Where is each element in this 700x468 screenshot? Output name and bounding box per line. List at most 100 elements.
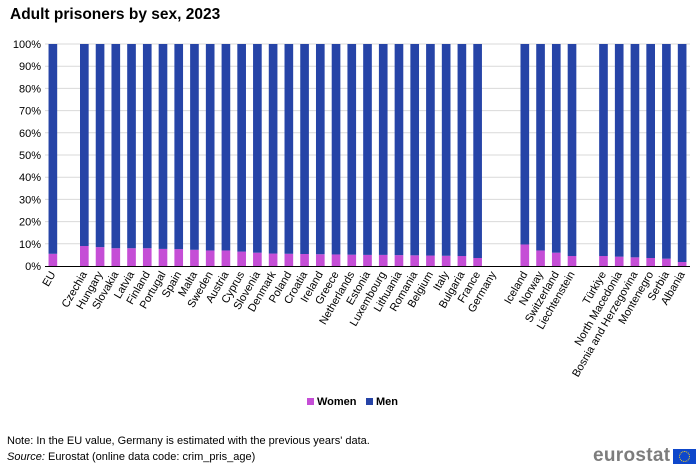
bar-men-ireland	[315, 44, 325, 255]
bar-women-liechtenstein	[567, 256, 577, 266]
bar-men-belgium	[426, 44, 435, 256]
bar-men-czechia	[80, 44, 89, 247]
chart-title: Adult prisoners by sex, 2023	[10, 6, 221, 23]
bar-men-italy	[441, 44, 451, 256]
bar-men-portugal	[158, 44, 168, 249]
bar-women-bulgaria	[457, 256, 467, 266]
bar-women-croatia	[300, 254, 309, 266]
bar-men-luxembourg	[378, 44, 388, 255]
bar-women-lithuania	[394, 255, 404, 266]
bar-men-north-macedonia	[614, 44, 624, 257]
y-tick-label: 30%	[19, 194, 41, 206]
bar-women-estonia	[363, 254, 372, 266]
bar-men-romania	[410, 44, 420, 256]
bar-women-france	[473, 258, 482, 266]
bar-women-greece	[331, 254, 341, 266]
bar-women-luxembourg	[378, 254, 388, 266]
bar-women-latvia	[127, 248, 136, 266]
bar-men-netherlands	[347, 44, 357, 255]
y-tick-label: 50%	[19, 150, 41, 162]
legend: Women Men	[307, 396, 398, 408]
bar-women-switzerland	[551, 252, 561, 266]
bar-women-italy	[441, 255, 451, 266]
bar-men-finland	[142, 44, 152, 249]
bar-men-lithuania	[394, 44, 404, 256]
bar-women-ireland	[315, 254, 325, 266]
bar-men-eu	[48, 44, 58, 254]
y-tick-label: 10%	[19, 239, 41, 251]
legend-label-men: Men	[376, 396, 398, 408]
bar-women-czechia	[80, 246, 89, 266]
bar-men-estonia	[363, 44, 372, 255]
bar-chart: 0% 10% 20% 30% 40% 50% 60% 70% 80% 90% 100% EU Czec…	[13, 39, 690, 408]
bar-women-montenegro	[646, 258, 655, 266]
bar-men-greece	[331, 44, 341, 255]
bar-men-sweden	[205, 44, 215, 251]
bars	[48, 44, 687, 266]
y-tick-label: 60%	[19, 128, 41, 140]
bar-women-iceland	[520, 244, 530, 266]
bar-women-portugal	[158, 248, 168, 266]
bar-men-slovenia	[253, 44, 262, 253]
bar-women-hungary	[95, 247, 105, 266]
bar-men-albania	[677, 44, 687, 263]
y-tick-label: 0%	[25, 261, 41, 273]
bar-women-eu	[48, 253, 58, 266]
y-tick-label: 100%	[13, 39, 41, 51]
y-tick-label: 90%	[19, 61, 41, 73]
source-text: Eurostat (online data code: crim_pris_ag…	[44, 451, 256, 463]
x-tick-label-eu: EU	[40, 269, 58, 288]
bar-women-north-macedonia	[614, 256, 624, 266]
bar-women-romania	[410, 255, 420, 266]
bar-men-iceland	[520, 44, 530, 245]
legend-swatch-women	[307, 398, 314, 405]
bar-women-finland	[142, 248, 152, 266]
bar-men-t-rkiye	[599, 44, 608, 257]
eurostat-logo-text: eurostat	[593, 445, 671, 466]
legend-swatch-men	[366, 398, 373, 405]
y-tick-label: 40%	[19, 172, 41, 184]
bar-men-spain	[174, 44, 184, 250]
bar-women-denmark	[268, 253, 278, 266]
bar-men-poland	[284, 44, 294, 254]
bar-men-latvia	[127, 44, 136, 249]
bar-women-bosnia-and-herzegovina	[630, 257, 640, 266]
bar-men-bulgaria	[457, 44, 467, 257]
bar-women-albania	[677, 262, 687, 266]
eurostat-logo: eurostat	[593, 445, 697, 467]
bar-women-t-rkiye	[599, 256, 608, 266]
x-axis-tick-labels: EU CzechiaHungarySlovakiaLatviaFinlandPor…	[40, 269, 688, 380]
bar-women-spain	[174, 249, 184, 266]
bar-women-poland	[284, 253, 294, 266]
source-label: Source:	[7, 451, 45, 463]
bar-men-austria	[221, 44, 231, 251]
y-tick-label: 80%	[19, 83, 41, 95]
bar-men-norway	[536, 44, 545, 251]
legend-label-women: Women	[317, 396, 357, 408]
bar-men-croatia	[300, 44, 309, 255]
bar-men-bosnia-and-herzegovina	[630, 44, 640, 258]
bar-women-slovakia	[111, 248, 121, 266]
y-tick-label: 70%	[19, 106, 41, 118]
bar-women-serbia	[662, 258, 671, 266]
bar-men-slovakia	[111, 44, 121, 249]
bar-men-malta	[190, 44, 199, 250]
bar-women-sweden	[205, 250, 215, 266]
footnote: Note: In the EU value, Germany is estima…	[7, 435, 370, 447]
bar-women-netherlands	[347, 254, 357, 266]
bar-men-hungary	[95, 44, 105, 248]
bar-women-belgium	[426, 255, 435, 266]
bar-men-switzerland	[551, 44, 561, 253]
bar-men-france	[473, 44, 482, 259]
bar-men-serbia	[662, 44, 671, 259]
y-axis-tick-labels: 0% 10% 20% 30% 40% 50% 60% 70% 80% 90% 100%	[13, 39, 41, 273]
bar-men-cyprus	[237, 44, 246, 252]
bar-women-austria	[221, 250, 231, 266]
eu-flag-icon	[673, 448, 697, 464]
y-tick-label: 20%	[19, 217, 41, 229]
bar-women-slovenia	[253, 252, 262, 266]
bar-men-denmark	[268, 44, 278, 254]
bar-women-cyprus	[237, 251, 246, 266]
bar-men-montenegro	[646, 44, 655, 259]
bar-women-malta	[190, 249, 199, 266]
